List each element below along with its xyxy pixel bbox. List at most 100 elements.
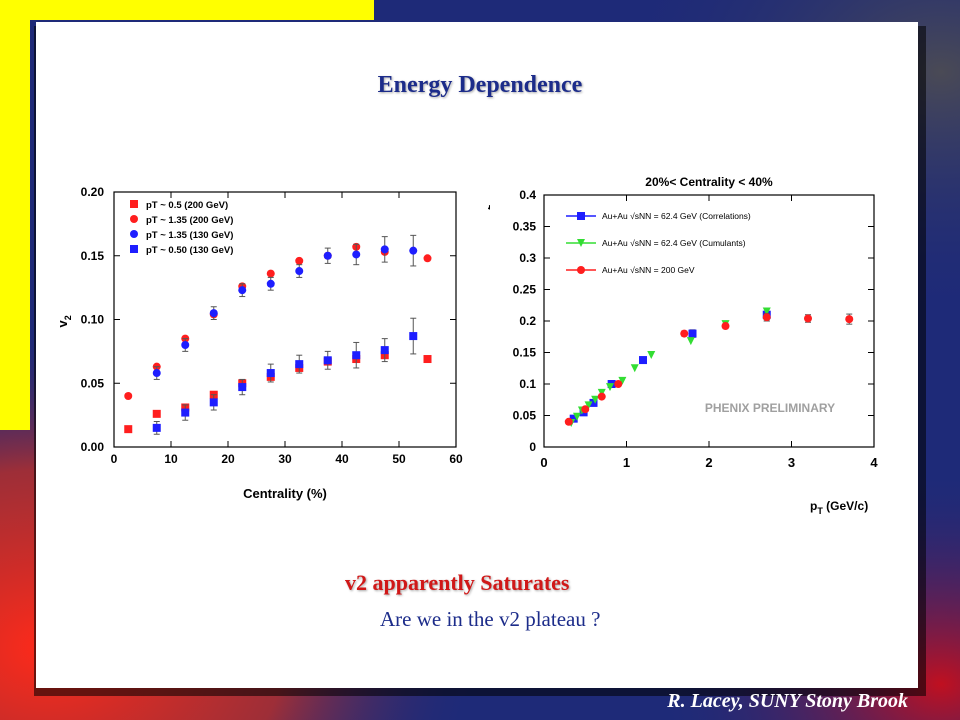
y-tick-label: 0.20 — [81, 185, 105, 199]
data-point-s3 — [352, 351, 361, 360]
data-point-s3 — [380, 346, 389, 355]
footer-author: R. Lacey, SUNY Stony Brook — [667, 690, 908, 712]
x-tick-label: 0 — [540, 455, 547, 470]
data-point-s2 — [680, 329, 689, 338]
y-tick-label: 0.05 — [513, 409, 537, 423]
x-tick-label: 60 — [449, 452, 463, 466]
frame-yellow-side — [0, 0, 30, 430]
legend-marker — [130, 230, 138, 238]
chart-v2-vs-pt: 20%< Centrality < 40% 0 1 2 3 4 0 0.05 0.1 0.15 0.… — [488, 155, 908, 527]
y-tick-label: 0.00 — [81, 440, 105, 454]
y-tick-label: 0 — [529, 440, 536, 454]
x-tick-label: 50 — [392, 452, 406, 466]
slide-title: Energy Dependence — [377, 72, 583, 98]
legend-marker — [130, 200, 138, 208]
legend-marker — [130, 245, 138, 253]
x-tick-label: 20 — [221, 452, 235, 466]
legend-marker — [577, 266, 585, 274]
data-point-s0 — [124, 425, 133, 434]
y-tick-label: 0.3 — [519, 251, 536, 265]
data-point-s2 — [323, 251, 332, 260]
y-tick-label: 0.4 — [519, 188, 536, 202]
data-point-s0 — [152, 409, 161, 418]
data-point-s1 — [647, 351, 656, 360]
data-point-s0 — [569, 414, 578, 423]
legend-marker — [577, 212, 585, 220]
x-tick-label: 30 — [278, 452, 292, 466]
y-tick-label: 0.35 — [513, 220, 537, 234]
data-point-s2 — [409, 246, 418, 255]
data-point-s1 — [584, 401, 593, 410]
x-tick-label: 40 — [335, 452, 349, 466]
data-point-s1 — [423, 254, 432, 263]
x-tick-label: 0 — [111, 452, 118, 466]
data-point-s1 — [606, 383, 614, 392]
data-point-s2 — [804, 314, 812, 323]
data-point-s3 — [409, 332, 418, 341]
data-point-s1 — [266, 269, 275, 278]
data-point-s2 — [209, 309, 218, 318]
data-point-s1 — [124, 392, 133, 400]
x-axis-label: Centrality (%) — [243, 486, 327, 501]
data-point-s2 — [614, 380, 623, 388]
x-tick-label: 1 — [623, 455, 630, 470]
y-tick-label: 0.15 — [513, 346, 537, 360]
data-point-s2 — [266, 279, 275, 288]
subtitle-plateau: Are we in the v2 plateau ? — [380, 607, 601, 631]
data-point-s2 — [564, 417, 573, 426]
subtitle-saturates: v2 apparently Saturates — [345, 570, 570, 595]
chart-title: 20%< Centrality < 40% — [645, 175, 773, 189]
data-point-s3 — [323, 356, 332, 365]
data-point-s1 — [573, 412, 581, 421]
data-point-s3 — [209, 398, 218, 407]
data-point-s2 — [238, 286, 247, 295]
data-point-s2 — [181, 341, 190, 349]
y-tick-label: 0.25 — [513, 283, 537, 297]
y-tick-label: 0.10 — [81, 313, 105, 327]
data-point-s3 — [181, 408, 190, 417]
y-tick-label: 0.05 — [81, 376, 105, 390]
frame-yellow-band — [0, 0, 374, 20]
data-point-s0 — [639, 356, 647, 365]
chart-v2-vs-centrality: 0 10 20 30 40 50 60 0.00 0.05 0.10 0.15 0.20 Central… — [48, 152, 468, 504]
data-point-s2 — [581, 405, 590, 414]
x-tick-label: 4 — [870, 455, 878, 470]
data-point-s3 — [152, 423, 161, 432]
data-point-s2 — [845, 315, 854, 324]
x-tick-label: 10 — [164, 452, 178, 466]
x-tick-label: 3 — [788, 455, 795, 470]
data-point-s2 — [352, 250, 361, 259]
legend-label: Au+Au √sNN = 62.4 GeV (Correlations) — [602, 211, 751, 221]
data-point-s1 — [762, 307, 771, 316]
y-tick-label: 0.15 — [81, 249, 105, 263]
legend-marker — [130, 215, 138, 223]
data-point-s0 — [688, 329, 697, 338]
data-point-s1 — [295, 256, 304, 265]
data-point-s0 — [589, 398, 598, 407]
data-point-s1 — [630, 364, 639, 373]
x-axis-label: pT (GeV/c) — [810, 499, 868, 516]
phenix-preliminary-label: PHENIX PRELIMINARY — [705, 401, 835, 415]
data-point-s3 — [266, 369, 275, 378]
data-point-s3 — [295, 360, 304, 369]
legend-label: Au+Au √sNN = 62.4 GeV (Cumulants) — [602, 238, 746, 248]
data-point-s3 — [238, 383, 247, 392]
x-tick-label: 2 — [705, 455, 712, 470]
data-point-s1 — [686, 337, 695, 346]
y-axis-label: v2 — [488, 205, 492, 217]
legend-label: pT ~ 0.5 (200 GeV) — [146, 200, 228, 211]
data-point-s0 — [423, 355, 432, 364]
legend-label: pT ~ 1.35 (130 GeV) — [146, 230, 233, 241]
legend-label: pT ~ 0.50 (130 GeV) — [146, 245, 233, 256]
data-point-s2 — [295, 267, 304, 276]
legend-label: Au+Au √sNN = 200 GeV — [602, 265, 695, 275]
data-point-s1 — [591, 395, 600, 404]
legend-marker — [577, 239, 585, 247]
data-point-s2 — [380, 245, 389, 254]
data-point-s2 — [721, 322, 730, 331]
y-tick-label: 0.2 — [519, 314, 536, 328]
y-axis-label: v2 — [55, 315, 73, 327]
data-point-s1 — [618, 376, 627, 385]
data-point-s2 — [597, 392, 606, 401]
data-point-s2 — [762, 313, 771, 322]
